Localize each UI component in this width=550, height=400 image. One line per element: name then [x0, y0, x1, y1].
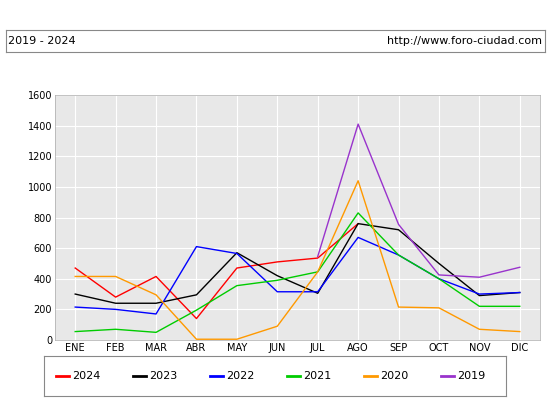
Text: Evolucion Nº Turistas Nacionales en el municipio de Miranda del Castañar: Evolucion Nº Turistas Nacionales en el m… — [39, 8, 511, 22]
Text: 2020: 2020 — [381, 371, 409, 381]
Text: 2019: 2019 — [458, 371, 486, 381]
Text: http://www.foro-ciudad.com: http://www.foro-ciudad.com — [387, 36, 542, 46]
Text: 2022: 2022 — [227, 371, 255, 381]
Text: 2023: 2023 — [150, 371, 178, 381]
Text: 2019 - 2024: 2019 - 2024 — [8, 36, 76, 46]
Text: 2021: 2021 — [304, 371, 332, 381]
Text: 2024: 2024 — [73, 371, 101, 381]
